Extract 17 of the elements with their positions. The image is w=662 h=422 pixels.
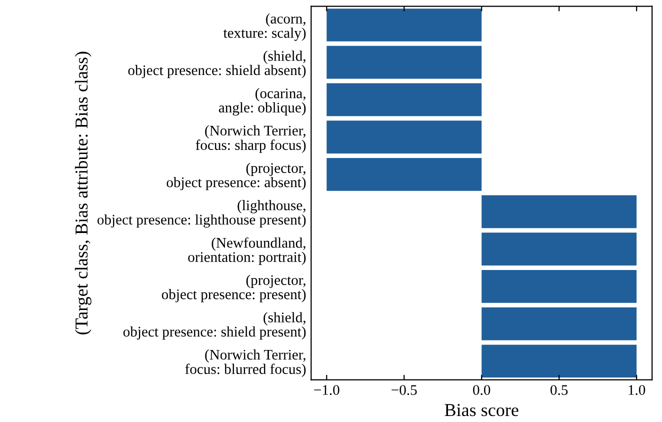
y-axis-title: (Target class, Bias attribute: Bias class) bbox=[74, 52, 92, 334]
y-tick-label: (projector, object presence: absent) bbox=[166, 162, 306, 190]
y-tick-label: (acorn, texture: scaly) bbox=[223, 13, 306, 41]
x-tick-label: 0.5 bbox=[550, 385, 568, 395]
y-tick-label: (ocarina, angle: oblique) bbox=[218, 88, 306, 116]
x-tick-label: −0.5 bbox=[392, 385, 417, 395]
x-axis-title: Bias score bbox=[444, 404, 518, 416]
y-tick-label: (Norwich Terrier, focus: blurred focus) bbox=[185, 349, 306, 378]
x-tick-label: 0.0 bbox=[473, 385, 490, 395]
y-tick-label: (Newfoundland, orientation: portrait) bbox=[188, 237, 306, 265]
x-tick-label: −1.0 bbox=[314, 385, 340, 395]
y-tick-label: (shield, object presence: shield absent) bbox=[128, 50, 306, 78]
y-tick-label: (lighthouse, object presence: lighthouse present) bbox=[97, 200, 306, 228]
y-tick-label: (Norwich Terrier, focus: sharp focus) bbox=[196, 125, 306, 153]
x-tick-label: 1.0 bbox=[628, 385, 646, 395]
y-tick-label: (projector, object presence: present) bbox=[162, 274, 306, 302]
y-tick-label: (shield, object presence: shield present) bbox=[123, 312, 306, 340]
